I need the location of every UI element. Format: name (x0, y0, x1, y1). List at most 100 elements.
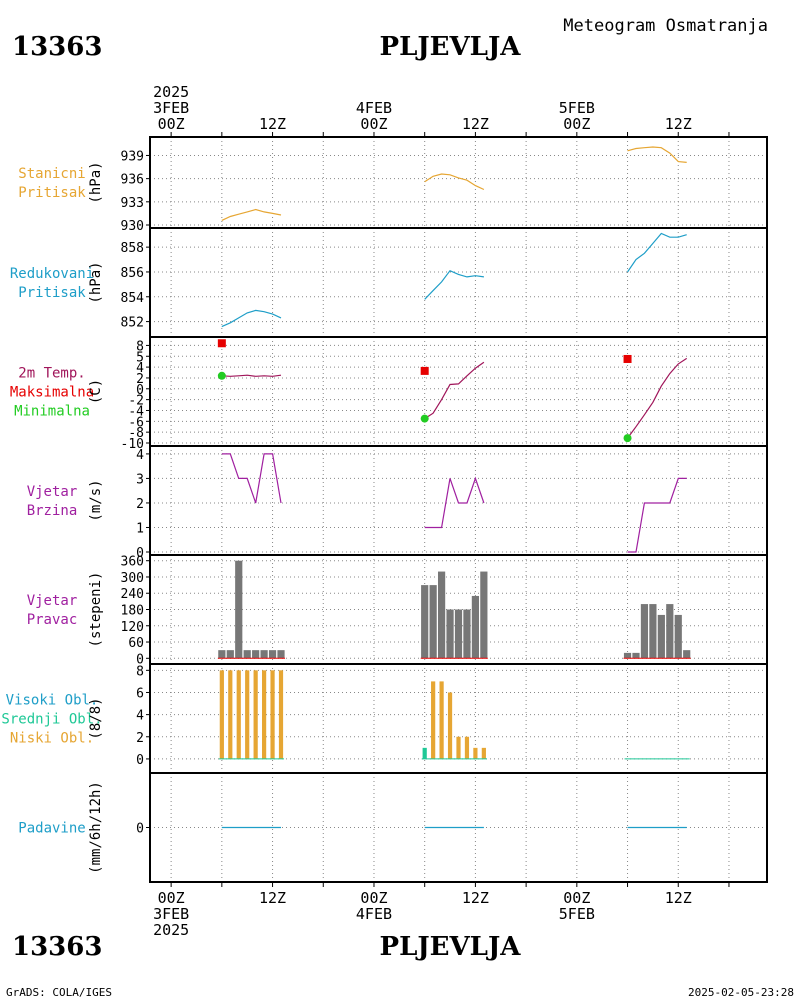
y-tick-label: 858 (121, 241, 144, 256)
panel-label: Redukovani (10, 266, 94, 282)
bottom-tick-label: 2025 (153, 921, 189, 939)
wind-direction-bar (657, 614, 665, 659)
wind-speed-line (424, 476, 485, 529)
wind-direction-bar (446, 609, 454, 659)
bottom-tick-label: 3FEB (153, 905, 189, 923)
panel-frame (149, 445, 768, 556)
bottom-tick-label: 12Z (259, 889, 286, 907)
temperature-line (424, 361, 485, 420)
y-tick-label: -4 (128, 404, 144, 419)
panel-label: Minimalna (14, 404, 90, 420)
reduced-pressure-line (221, 309, 282, 328)
top-tick-label: 00Z (158, 115, 185, 133)
cloud-bar-low (481, 747, 486, 759)
panel-precipitation: 0 Padavine (mm/6h/12h) (18, 772, 768, 883)
cloud-bar-low (253, 670, 258, 759)
wind-direction-bar (235, 560, 243, 659)
tmax-marker (623, 354, 632, 363)
y-tick-label: 0 (136, 546, 144, 561)
wind-direction-bar (454, 609, 463, 659)
y-axis-unit: (hPa) (88, 261, 104, 303)
wind-direction-bar (480, 571, 488, 659)
y-tick-label: -6 (128, 415, 144, 430)
wind-direction-bar (277, 650, 285, 659)
panel-frame (149, 227, 768, 338)
y-tick-label: 2 (136, 372, 144, 387)
panel-station-pressure: 930 933 936 939 Stanicni Pritisak (hPa) (18, 136, 768, 234)
y-tick-label: 852 (121, 316, 144, 331)
panel-frame (149, 336, 768, 447)
wind-direction-bar (429, 585, 437, 659)
panel-label: Maksimalna (10, 385, 94, 401)
y-tick-label: 2 (136, 731, 144, 746)
wind-direction-bar (640, 604, 649, 659)
top-tick-label: 5FEB (559, 99, 595, 117)
bottom-tick-label: 12Z (665, 889, 692, 907)
wind-direction-bar (683, 650, 691, 659)
panel-label: Pritisak (18, 185, 86, 201)
bottom-tick-label: 4FEB (356, 905, 392, 923)
y-tick-label: 0 (136, 753, 144, 768)
wind-direction-bar (649, 604, 657, 659)
panel-frame (149, 136, 768, 229)
y-tick-label: 8 (136, 664, 144, 679)
y-tick-label: 6 (136, 686, 144, 701)
temperature-line (627, 357, 688, 439)
top-tick-label: 3FEB (153, 99, 189, 117)
y-tick-label: 3 (136, 472, 144, 487)
wind-direction-bar (226, 650, 234, 659)
y-tick-label: 8 (136, 339, 144, 354)
panel-wind-speed: 0 1 2 3 4 Vjetar Brzina (m/s) (27, 445, 768, 561)
y-tick-label: 120 (121, 620, 144, 635)
station-pressure-line (221, 208, 282, 221)
top-tick-label: 12Z (259, 115, 286, 133)
cloud-bar-low (219, 670, 224, 759)
panel-frame (149, 772, 768, 883)
cloud-bar-low (456, 736, 461, 759)
station-pressure-line (627, 146, 687, 163)
y-tick-label: 936 (121, 173, 144, 188)
station-id-bottom: 13363 (12, 932, 102, 962)
bottom-tick-label: 00Z (360, 889, 387, 907)
bottom-tick-label: 12Z (462, 889, 489, 907)
render-timestamp: 2025-02-05-23:28 (688, 986, 794, 999)
cloud-bar-low (447, 692, 453, 759)
y-tick-label: 0 (136, 822, 144, 837)
panel-label: Stanicni (18, 166, 85, 182)
y-tick-label: 180 (121, 604, 144, 619)
grads-credit: GrADS: COLA/IGES (6, 986, 112, 999)
y-tick-label: 300 (121, 571, 144, 586)
y-tick-label: 930 (121, 219, 144, 234)
station-name-bottom: PLJEVLJA (380, 932, 522, 962)
panel-label: Visoki Obl. (6, 693, 99, 709)
wind-speed-line (221, 453, 282, 504)
tmax-marker (217, 339, 226, 348)
wind-direction-bar (252, 650, 260, 659)
top-tick-label: 12Z (462, 115, 489, 133)
wind-speed-line (627, 477, 687, 553)
cloud-bar-low (439, 681, 444, 759)
wind-direction-bar (463, 609, 471, 659)
y-axis-unit: (mm/6h/12h) (88, 781, 104, 874)
tmin-marker (420, 414, 429, 423)
top-tick-label: 2025 (153, 83, 189, 101)
station-id-top: 13363 (12, 32, 102, 62)
y-tick-label: 4 (136, 361, 144, 376)
reduced-pressure-line (424, 269, 484, 300)
station-name-top: PLJEVLJA (380, 32, 522, 62)
cloud-bar-low (245, 670, 250, 759)
y-axis-unit: (m/s) (88, 479, 104, 521)
product-title: Meteogram Osmatranja (563, 16, 768, 36)
wind-direction-bar (471, 595, 480, 659)
y-tick-label: 60 (128, 636, 144, 651)
cloud-bar-mid (422, 747, 427, 759)
y-tick-label: 4 (136, 448, 144, 463)
cloud-bar-low (262, 670, 267, 759)
y-tick-label: -10 (121, 437, 144, 452)
wind-direction-bar (623, 652, 632, 659)
